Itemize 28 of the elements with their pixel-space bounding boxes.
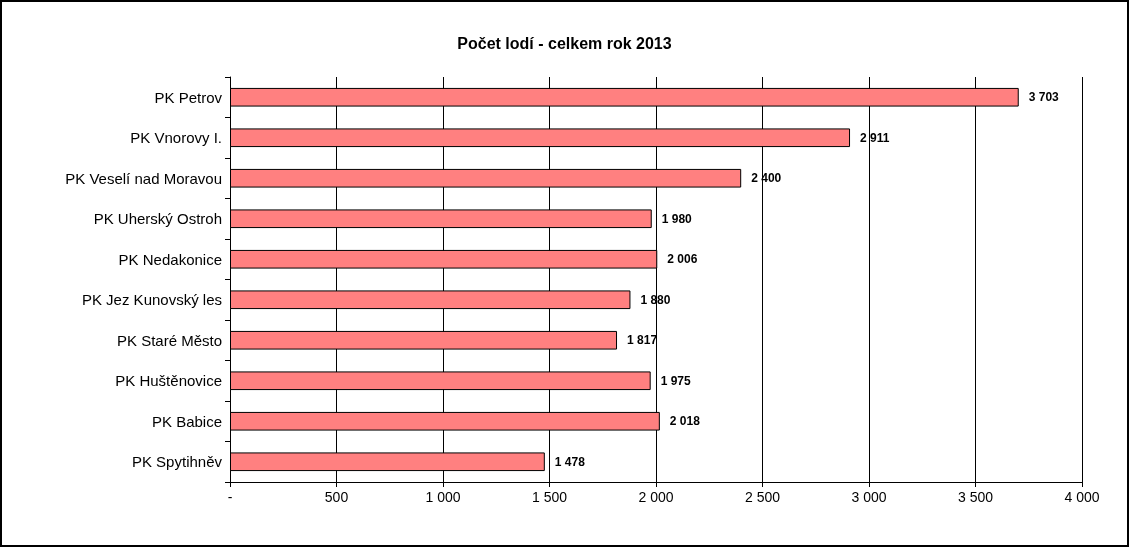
x-tick-label: 1 500 (531, 489, 568, 505)
y-tick-label: PK Spytihněv (131, 453, 223, 471)
y-tick-label: PK Petrov (154, 88, 223, 106)
x-tick-label: - (227, 489, 233, 505)
y-tick-label: PK Uherský Ostroh (93, 210, 222, 228)
data-label: 1 980 (661, 211, 693, 226)
y-tick-label: PK Staré Město (116, 331, 222, 349)
x-tick-label: 2 500 (744, 489, 781, 505)
y-tick-label: PK Babice (151, 412, 222, 430)
x-tick-label: 4 000 (1064, 489, 1100, 505)
x-tick-label: 3 500 (957, 489, 994, 505)
data-label: 2 911 (860, 130, 890, 145)
x-tick-label: 2 000 (638, 489, 674, 505)
y-tick-label: PK Huštěnovice (115, 372, 222, 390)
x-tick-label: 3 000 (851, 489, 887, 505)
data-label: 3 703 (1028, 90, 1060, 105)
chart-title: Počet lodí - celkem rok 2013 (457, 34, 672, 52)
x-tick-label: 500 (324, 489, 349, 505)
x-tick-label: 1 000 (425, 489, 461, 505)
data-label: 1 975 (660, 373, 692, 388)
y-tick-label: PK Veselí nad Moravou (65, 169, 222, 187)
y-tick-label: PK Jez Kunovský les (81, 291, 222, 309)
data-label: 2 006 (667, 252, 698, 267)
y-tick-label: PK Nedakonice (118, 250, 222, 268)
data-label: 1 817 (627, 333, 658, 348)
data-label: 2 018 (669, 414, 701, 429)
y-tick-label: PK Vnorovy I. (130, 129, 222, 147)
data-label: 1 478 (554, 454, 586, 469)
